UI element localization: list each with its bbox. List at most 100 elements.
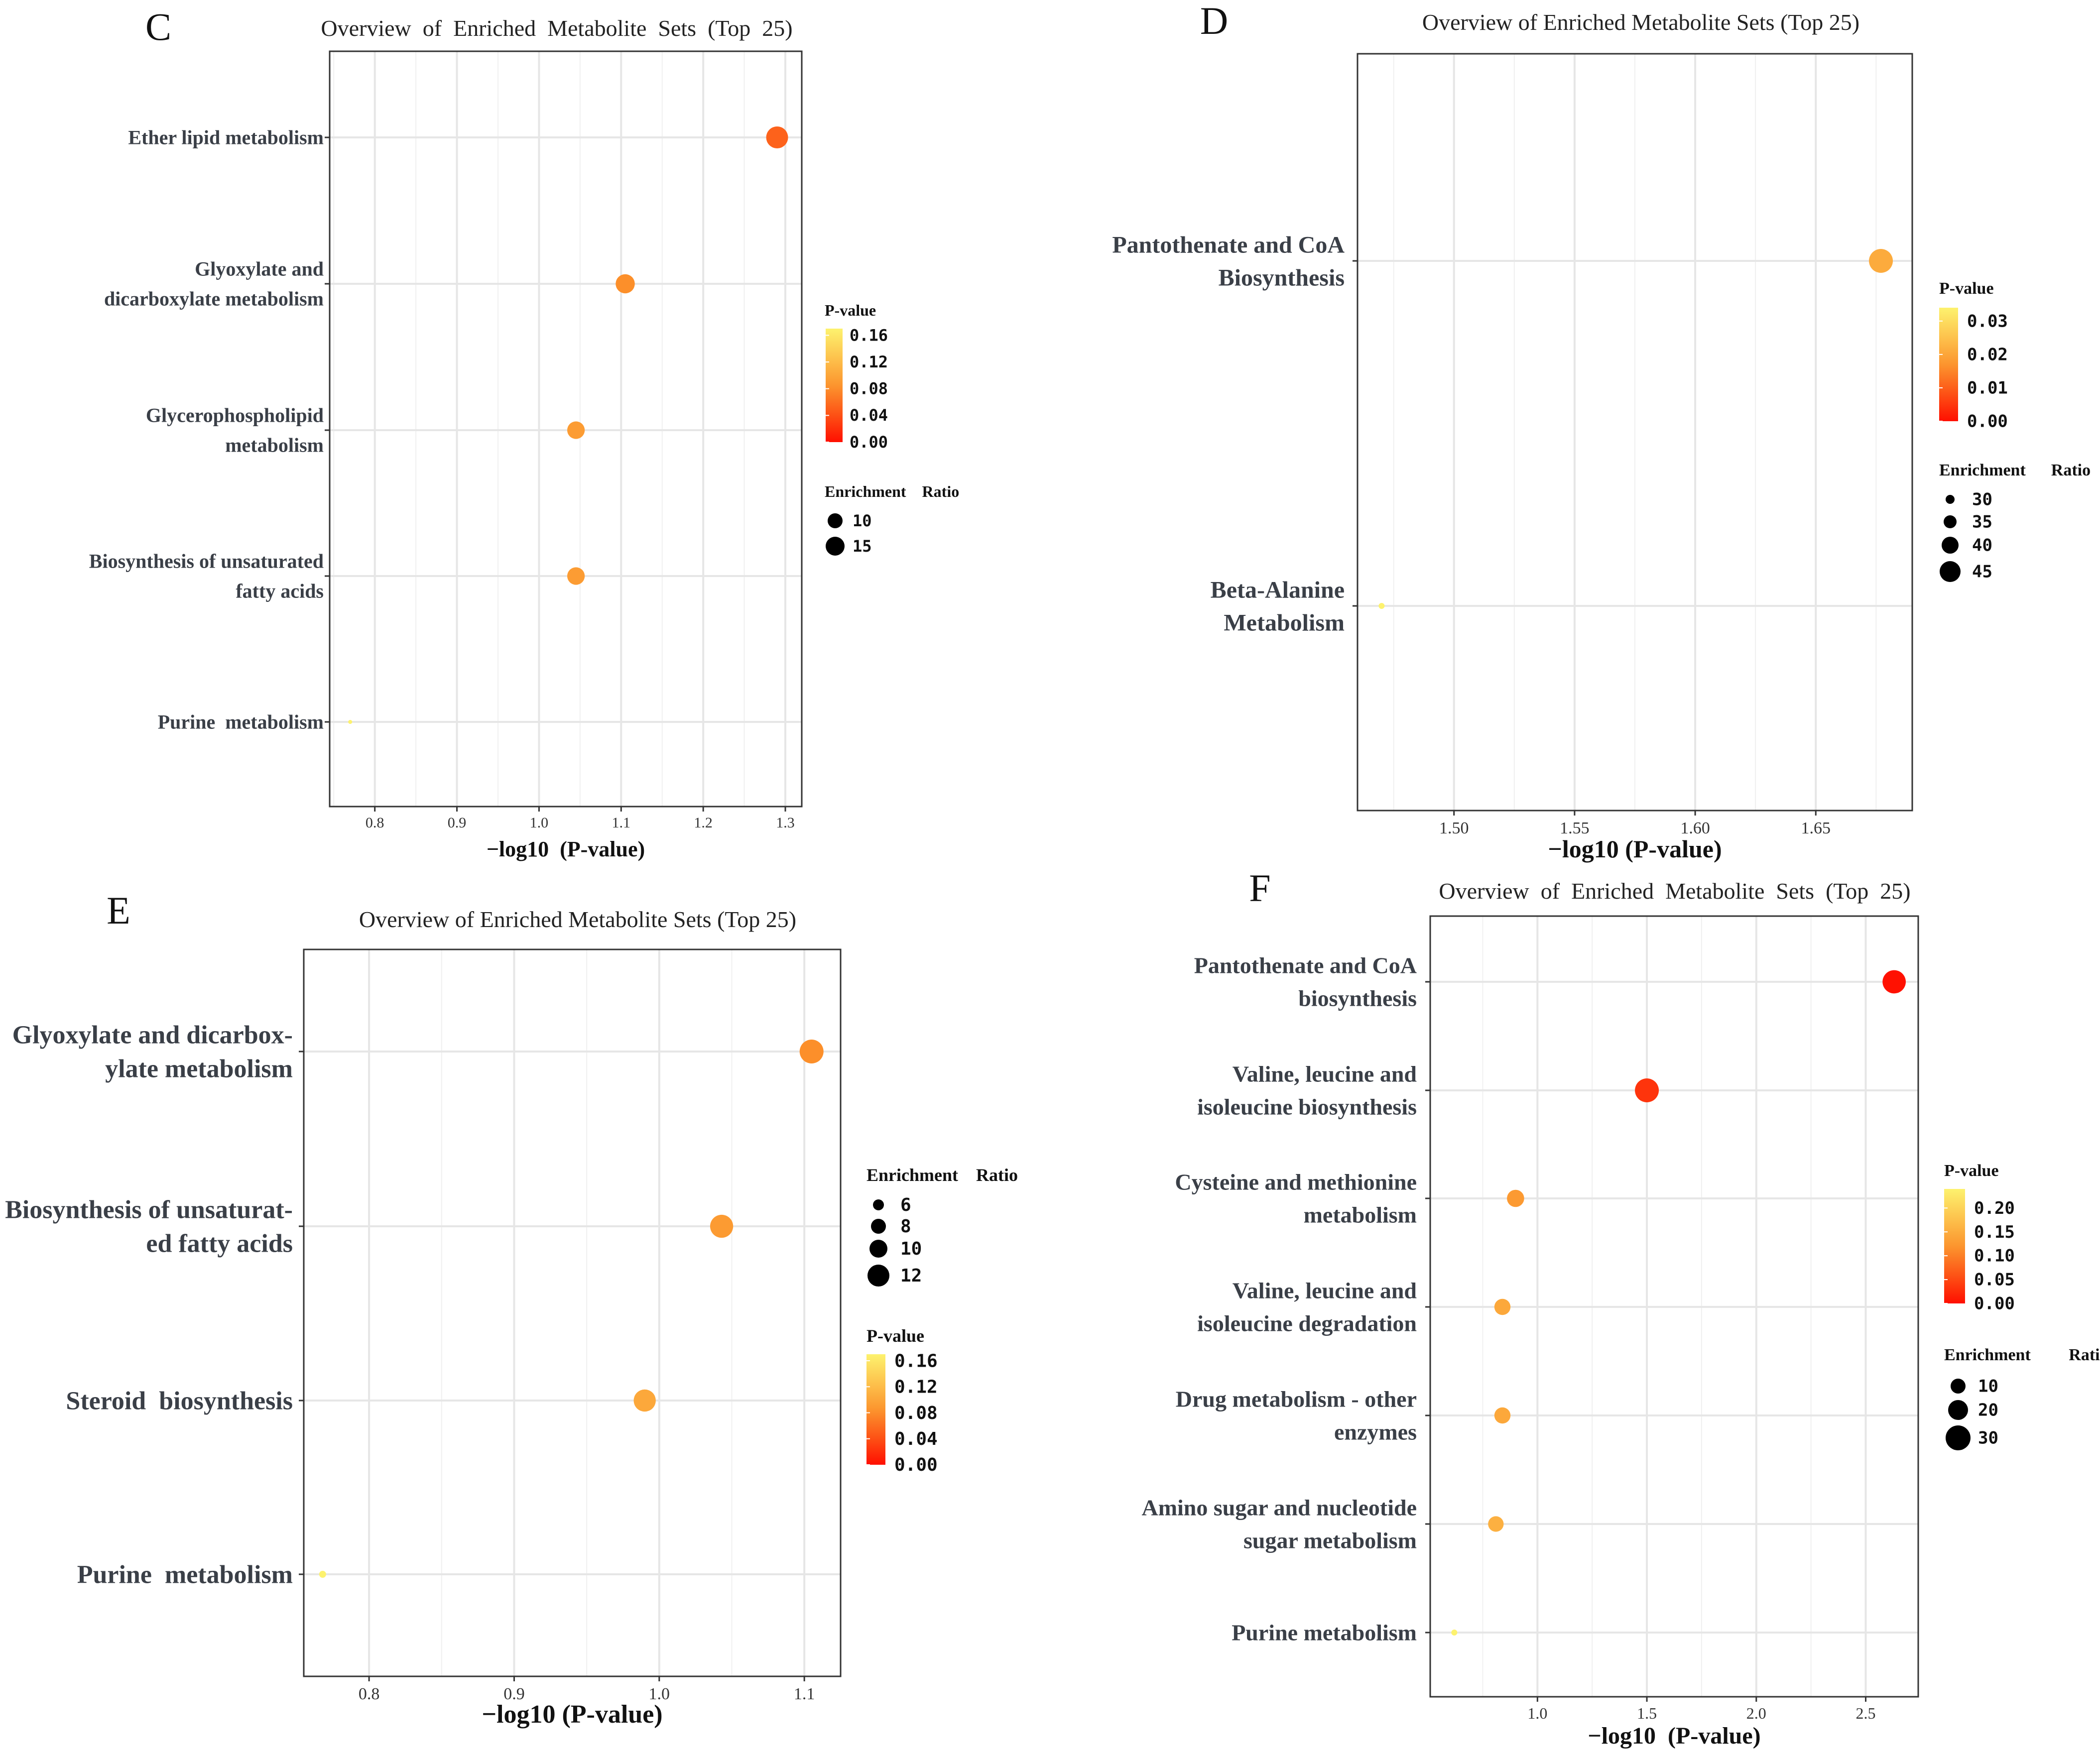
plot-frame [329, 50, 803, 808]
plot-frame [1357, 53, 1913, 812]
category-label: Amino sugar and nucleotide [1141, 1495, 1417, 1521]
pvalue-legend-label: 0.00 [1974, 1294, 2015, 1314]
category-label: biosynthesis [1298, 986, 1417, 1011]
x-axis-label: −log10 (P-value) [482, 1700, 662, 1729]
pvalue-legend-label: 0.05 [1974, 1270, 2015, 1290]
data-point [1869, 249, 1893, 273]
enrichment-legend-title: Enrichment Ratio [1944, 1346, 2100, 1364]
enrichment-legend-label: 30 [1978, 1428, 1998, 1448]
category-label: metabolism [225, 434, 324, 457]
category-label: Metabolism [1224, 609, 1345, 636]
data-point [1494, 1407, 1511, 1424]
x-tick-label: 1.0 [1527, 1704, 1547, 1722]
enrichment-legend-label: 10 [1978, 1377, 1998, 1397]
pvalue-colorbar [1939, 308, 1958, 421]
x-tick-label: 1.1 [794, 1685, 815, 1703]
pvalue-legend-label: 0.00 [894, 1455, 938, 1475]
category-label: Pantothenate and CoA [1112, 232, 1345, 258]
data-point [1635, 1078, 1659, 1102]
pvalue-legend-label: 0.04 [850, 406, 888, 425]
data-point [1378, 603, 1385, 609]
enrichment-legend-dot [1946, 495, 1955, 504]
enrichment-legend-dot [1946, 1425, 1971, 1450]
enrichment-legend-label: 40 [1972, 536, 1992, 556]
enrichment-legend-dot [1940, 561, 1961, 582]
category-label: Purine metabolism [1232, 1620, 1417, 1645]
category-label: Cysteine and methionine [1175, 1170, 1417, 1195]
pvalue-legend-label: 0.20 [1974, 1198, 2015, 1218]
enrichment-legend-label: 35 [1972, 512, 1992, 532]
data-point [633, 1389, 656, 1412]
chart-title: Overview of Enriched Metabolite Sets (To… [359, 907, 796, 932]
panel-f: F Overview of Enriched Metabolite Sets (T… [1141, 866, 2100, 1749]
pvalue-legend-label: 0.00 [850, 433, 888, 452]
category-label: ylate metabolism [105, 1055, 293, 1083]
gridlines [1358, 54, 1912, 811]
pvalue-legend-label: 0.16 [850, 326, 888, 345]
enrichment-legend-dot [873, 1199, 884, 1210]
category-label: Pantothenate and CoA [1194, 953, 1417, 978]
category-label: Purine metabolism [158, 711, 324, 733]
enrichment-legend-dot [871, 1219, 886, 1234]
pvalue-legend-label: 0.15 [1974, 1222, 2015, 1242]
chart-title: Overview of Enriched Metabolite Sets (To… [1422, 9, 1859, 35]
x-tick-label: 2.0 [1746, 1704, 1766, 1722]
plot-frame [303, 948, 842, 1677]
pvalue-legend-label: 0.16 [894, 1351, 938, 1371]
x-tick-label: 1.0 [530, 815, 549, 831]
enrichment-legend-dot [867, 1265, 889, 1287]
enrichment-legend-label: 45 [1972, 562, 1992, 582]
panel-letter: C [145, 5, 171, 48]
pvalue-legend-label: 0.10 [1974, 1246, 2015, 1266]
data-point [766, 126, 788, 148]
category-label: Glycerophospholipid [146, 404, 324, 427]
enrichment-legend-label: 10 [900, 1239, 922, 1259]
data-point [567, 567, 585, 585]
enrichment-legend-label: 15 [853, 537, 872, 556]
enrichment-legend-dot [1944, 515, 1957, 528]
category-label: Biosynthesis [1219, 264, 1345, 291]
enrichment-legend-dot [1942, 537, 1959, 554]
gridlines [330, 51, 802, 807]
enrichment-legend-dot [869, 1240, 887, 1258]
enrichment-legend-label: 10 [853, 511, 872, 530]
data-point [1494, 1298, 1511, 1315]
panel-letter: E [107, 889, 130, 932]
category-label: Ether lipid metabolism [128, 126, 324, 149]
pvalue-legend-label: 0.12 [850, 352, 888, 371]
panel-letter: F [1249, 866, 1270, 910]
category-label: Beta-Alanine [1211, 577, 1345, 603]
enrichment-legend-label: 6 [900, 1195, 911, 1215]
pvalue-colorbar [1944, 1189, 1965, 1303]
data-point [567, 421, 585, 439]
pvalue-legend-label: 0.00 [1967, 412, 2008, 432]
category-label: Biosynthesis of unsaturat- [5, 1196, 293, 1224]
x-tick-label: 1.3 [776, 815, 795, 831]
category-label: enzymes [1334, 1419, 1417, 1445]
category-label: Purine metabolism [77, 1561, 293, 1589]
data-point [1507, 1189, 1524, 1207]
pvalue-legend-label: 0.04 [894, 1429, 938, 1449]
pvalue-legend-label: 0.08 [894, 1403, 938, 1423]
enrichment-legend-dot [828, 513, 843, 528]
gridlines [304, 949, 841, 1676]
x-tick-label: 1.65 [1801, 819, 1831, 837]
category-label: Valine, leucine and [1233, 1278, 1417, 1303]
data-point [616, 274, 635, 294]
category-label: fatty acids [236, 580, 324, 602]
x-tick-label: 1.2 [694, 815, 713, 831]
data-point [799, 1040, 824, 1063]
pvalue-legend-label: 0.03 [1967, 311, 2008, 331]
enrichment-legend-label: 12 [900, 1266, 922, 1286]
pvalue-legend-label: 0.12 [894, 1377, 938, 1398]
category-label: Valine, leucine and [1233, 1061, 1417, 1087]
category-label: Glyoxylate and dicarbox- [12, 1021, 293, 1050]
panel-letter: D [1200, 0, 1228, 42]
x-tick-label: 1.55 [1560, 819, 1590, 837]
enrichment-legend-dot [1951, 1379, 1966, 1394]
pvalue-colorbar [826, 329, 843, 442]
x-tick-label: 0.8 [366, 815, 384, 831]
pvalue-legend-label: 0.08 [850, 379, 888, 398]
